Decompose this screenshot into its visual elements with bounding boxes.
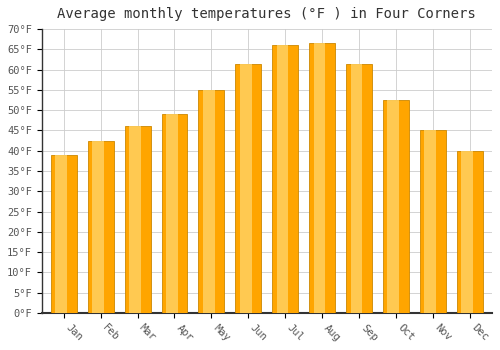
Bar: [124, 126, 150, 313]
Bar: [462, 151, 473, 313]
Bar: [88, 141, 114, 313]
Bar: [272, 45, 298, 313]
Bar: [51, 155, 76, 313]
Title: Average monthly temperatures (°F ) in Four Corners: Average monthly temperatures (°F ) in Fo…: [58, 7, 476, 21]
Bar: [203, 90, 214, 313]
Bar: [277, 45, 288, 313]
Bar: [424, 131, 436, 313]
Bar: [314, 43, 326, 313]
Bar: [456, 151, 482, 313]
Bar: [236, 64, 261, 313]
Bar: [162, 114, 188, 313]
Bar: [56, 155, 67, 313]
Bar: [92, 141, 104, 313]
Bar: [129, 126, 141, 313]
Bar: [350, 64, 362, 313]
Bar: [240, 64, 252, 313]
Bar: [388, 100, 399, 313]
Bar: [166, 114, 177, 313]
Bar: [383, 100, 409, 313]
Bar: [198, 90, 224, 313]
Bar: [346, 64, 372, 313]
Bar: [309, 43, 335, 313]
Bar: [420, 131, 446, 313]
